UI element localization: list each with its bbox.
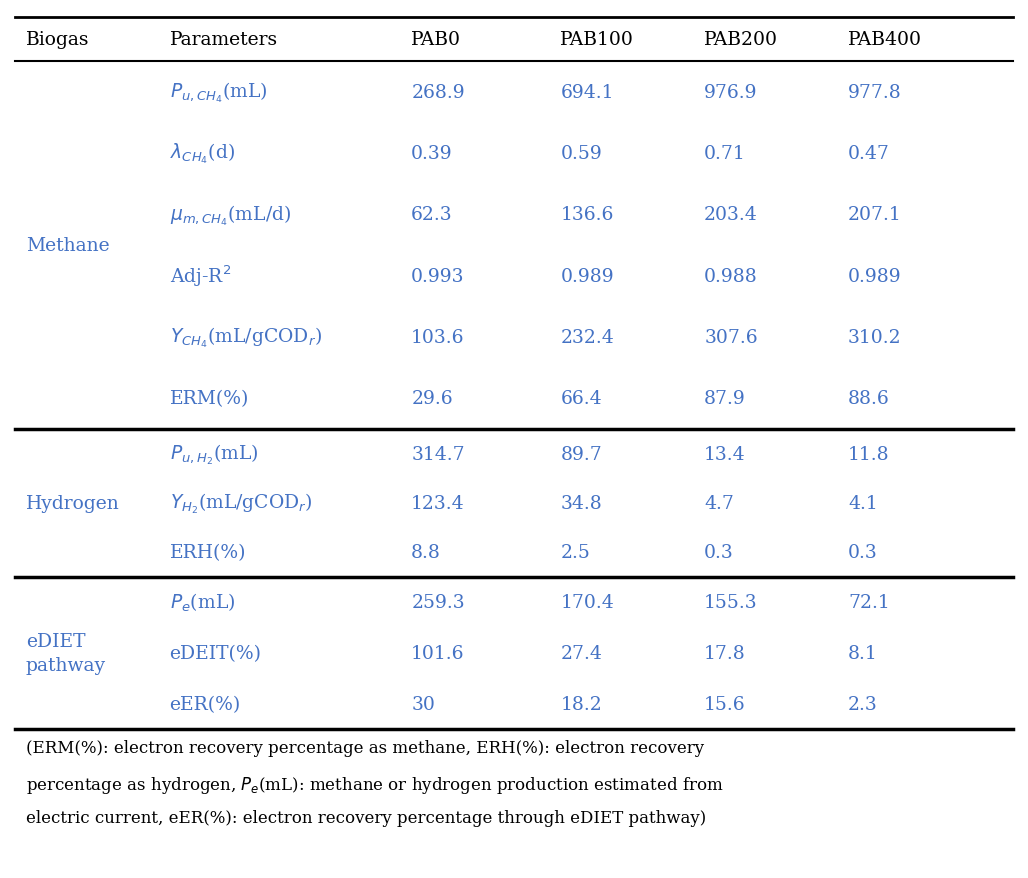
Text: 0.47: 0.47 bbox=[848, 145, 890, 162]
Text: 203.4: 203.4 bbox=[704, 206, 758, 224]
Text: 17.8: 17.8 bbox=[704, 644, 746, 662]
Text: $Y_{CH_4}$(mL/gCOD$_r$): $Y_{CH_4}$(mL/gCOD$_r$) bbox=[170, 326, 322, 350]
Text: 2.3: 2.3 bbox=[848, 694, 878, 713]
Text: percentage as hydrogen, $P_e$(mL): methane or hydrogen production estimated from: percentage as hydrogen, $P_e$(mL): metha… bbox=[26, 774, 724, 795]
Text: 8.8: 8.8 bbox=[411, 543, 441, 562]
Text: 30: 30 bbox=[411, 694, 435, 713]
Text: 101.6: 101.6 bbox=[411, 644, 465, 662]
Text: 307.6: 307.6 bbox=[704, 328, 758, 347]
Text: 4.1: 4.1 bbox=[848, 494, 878, 513]
Text: PAB400: PAB400 bbox=[848, 31, 922, 49]
Text: Methane: Methane bbox=[26, 237, 109, 255]
Text: Hydrogen: Hydrogen bbox=[26, 494, 119, 513]
Text: 11.8: 11.8 bbox=[848, 445, 889, 463]
Text: 976.9: 976.9 bbox=[704, 83, 758, 102]
Text: $\lambda_{CH_4}$(d): $\lambda_{CH_4}$(d) bbox=[170, 141, 234, 166]
Text: $Y_{H_2}$(mL/gCOD$_r$): $Y_{H_2}$(mL/gCOD$_r$) bbox=[170, 491, 313, 515]
Text: 103.6: 103.6 bbox=[411, 328, 465, 347]
Text: 0.39: 0.39 bbox=[411, 145, 452, 162]
Text: 0.989: 0.989 bbox=[560, 268, 614, 285]
Text: ERM(%): ERM(%) bbox=[170, 390, 249, 408]
Text: $P_e$(mL): $P_e$(mL) bbox=[170, 592, 235, 614]
Text: 0.3: 0.3 bbox=[848, 543, 878, 562]
Text: 66.4: 66.4 bbox=[560, 390, 601, 408]
Text: 314.7: 314.7 bbox=[411, 445, 465, 463]
Text: 268.9: 268.9 bbox=[411, 83, 465, 102]
Text: Adj-R$^2$: Adj-R$^2$ bbox=[170, 263, 231, 289]
Text: 72.1: 72.1 bbox=[848, 594, 890, 612]
Text: Parameters: Parameters bbox=[170, 31, 278, 49]
Text: ERH(%): ERH(%) bbox=[170, 543, 246, 562]
Text: 0.988: 0.988 bbox=[704, 268, 758, 285]
Text: 4.7: 4.7 bbox=[704, 494, 734, 513]
Text: 0.59: 0.59 bbox=[560, 145, 602, 162]
Text: $\mu_{m,CH_4}$(mL/d): $\mu_{m,CH_4}$(mL/d) bbox=[170, 203, 291, 227]
Text: 155.3: 155.3 bbox=[704, 594, 758, 612]
Text: (ERM(%): electron recovery percentage as methane, ERH(%): electron recovery: (ERM(%): electron recovery percentage as… bbox=[26, 739, 704, 756]
Text: 259.3: 259.3 bbox=[411, 594, 465, 612]
Text: 87.9: 87.9 bbox=[704, 390, 746, 408]
Text: 123.4: 123.4 bbox=[411, 494, 465, 513]
Text: 29.6: 29.6 bbox=[411, 390, 452, 408]
Text: 0.989: 0.989 bbox=[848, 268, 902, 285]
Text: $P_{u,H_2}$(mL): $P_{u,H_2}$(mL) bbox=[170, 442, 258, 466]
Text: 0.3: 0.3 bbox=[704, 543, 734, 562]
Text: eDIET
pathway: eDIET pathway bbox=[26, 632, 106, 674]
Text: 2.5: 2.5 bbox=[560, 543, 590, 562]
Text: 15.6: 15.6 bbox=[704, 694, 745, 713]
Text: Biogas: Biogas bbox=[26, 31, 89, 49]
Text: $P_{u,CH_4}$(mL): $P_{u,CH_4}$(mL) bbox=[170, 80, 267, 104]
Text: 34.8: 34.8 bbox=[560, 494, 602, 513]
Text: electric current, eER(%): electron recovery percentage through eDIET pathway): electric current, eER(%): electron recov… bbox=[26, 810, 706, 826]
Text: 232.4: 232.4 bbox=[560, 328, 614, 347]
Text: 62.3: 62.3 bbox=[411, 206, 452, 224]
Text: PAB200: PAB200 bbox=[704, 31, 778, 49]
Text: 310.2: 310.2 bbox=[848, 328, 902, 347]
Text: PAB0: PAB0 bbox=[411, 31, 462, 49]
Text: 170.4: 170.4 bbox=[560, 594, 614, 612]
Text: 89.7: 89.7 bbox=[560, 445, 602, 463]
Text: 8.1: 8.1 bbox=[848, 644, 878, 662]
Text: 13.4: 13.4 bbox=[704, 445, 745, 463]
Text: 136.6: 136.6 bbox=[560, 206, 614, 224]
Text: 88.6: 88.6 bbox=[848, 390, 890, 408]
Text: 18.2: 18.2 bbox=[560, 694, 602, 713]
Text: 977.8: 977.8 bbox=[848, 83, 902, 102]
Text: 0.993: 0.993 bbox=[411, 268, 465, 285]
Text: 0.71: 0.71 bbox=[704, 145, 746, 162]
Text: PAB100: PAB100 bbox=[560, 31, 634, 49]
Text: 27.4: 27.4 bbox=[560, 644, 602, 662]
Text: 207.1: 207.1 bbox=[848, 206, 902, 224]
Text: 694.1: 694.1 bbox=[560, 83, 614, 102]
Text: eDEIT(%): eDEIT(%) bbox=[170, 644, 261, 662]
Text: eER(%): eER(%) bbox=[170, 694, 241, 713]
